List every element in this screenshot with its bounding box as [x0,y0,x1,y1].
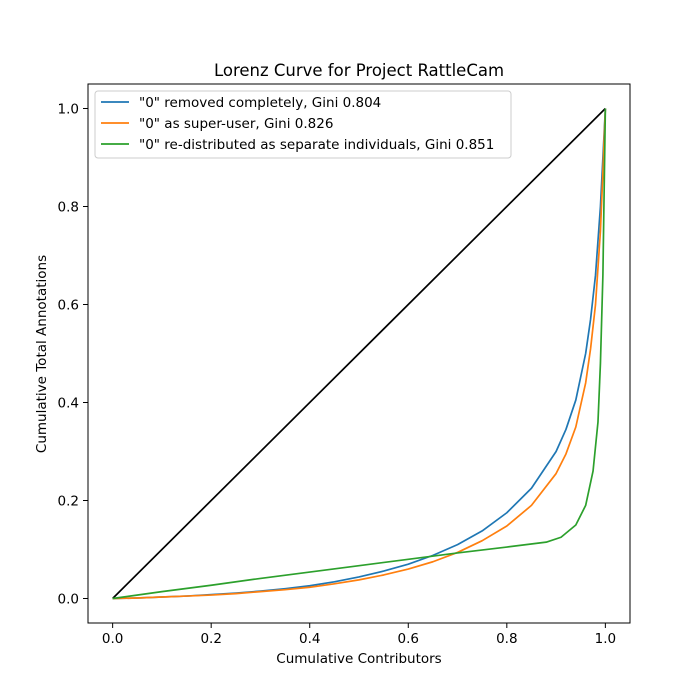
series-line-3 [112,108,607,600]
plot-area: 0.0 0.2 0.4 0.6 0.8 1.0 0.0 0.2 0.4 0.6 0.8 1.0 [58,83,631,647]
series-line-2 [112,108,607,600]
x-tick-label: 0.0 [102,631,123,647]
legend-label-1: "0" removed completely, Gini 0.804 [139,95,381,111]
y-tick-label: 0.6 [58,298,79,314]
y-tick-label: 0.0 [58,592,79,608]
y-axis-label: Cumulative Total Annotations [34,255,50,453]
legend: "0" removed completely, Gini 0.804 "0" as… [94,90,512,159]
legend-label-2: "0" as super-user, Gini 0.826 [139,116,333,132]
axes-frame [87,83,631,624]
x-tick-label: 0.4 [299,631,320,647]
legend-box [94,90,512,159]
y-tick-label: 0.8 [58,200,79,216]
x-axis-label: Cumulative Contributors [276,651,441,667]
x-tick-label: 0.8 [496,631,517,647]
y-tick-label: 0.4 [58,396,79,412]
x-tick-label: 0.6 [398,631,419,647]
x-tick-label: 1.0 [595,631,616,647]
y-tick-label: 1.0 [58,102,79,118]
x-tick-label: 0.2 [200,631,221,647]
equality-line [112,107,606,600]
chart-title: Lorenz Curve for Project RattleCam [214,61,504,80]
y-tick-label: 0.2 [58,494,79,510]
legend-label-3: "0" re-distributed as separate individua… [139,137,494,153]
